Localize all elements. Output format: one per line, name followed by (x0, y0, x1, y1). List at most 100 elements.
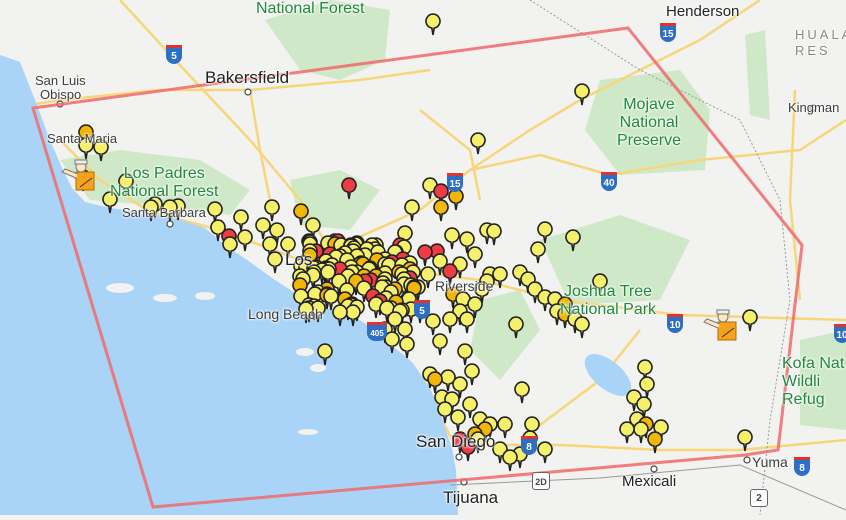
map-marker-icon-yellow[interactable] (467, 296, 483, 319)
map-marker-icon-yellow[interactable] (222, 236, 238, 259)
map-marker-icon-yellow[interactable] (323, 288, 339, 311)
map-marker-icon-yellow[interactable] (233, 209, 249, 232)
map-marker-icon-yellow[interactable] (457, 343, 473, 366)
map-marker-icon-yellow[interactable] (502, 449, 518, 472)
map-marker-icon-yellow[interactable] (467, 246, 483, 269)
map-marker-icon-yellow[interactable] (162, 199, 178, 222)
map-marker-icon-yellow[interactable] (508, 316, 524, 339)
map-marker-icon-yellow[interactable] (574, 83, 590, 106)
park-label: National Forest (256, 0, 365, 17)
map-marker-icon-yellow[interactable] (742, 309, 758, 332)
map-marker-icon-yellow[interactable] (425, 313, 441, 336)
map-marker-icon-yellow[interactable] (442, 311, 458, 334)
map-marker-icon-yellow[interactable] (397, 321, 413, 344)
map-marker-icon-yellow[interactable] (619, 421, 635, 444)
park-label: Preserve (617, 132, 682, 149)
traffic-officer-icon[interactable] (703, 309, 737, 341)
map-marker-icon-yellow[interactable] (574, 316, 590, 339)
map-marker-icon-red[interactable] (433, 183, 449, 206)
map-marker-icon-orange[interactable] (78, 124, 94, 147)
road (329, 118, 846, 252)
map-marker-icon-red[interactable] (460, 439, 476, 462)
map-marker-icon-yellow[interactable] (437, 401, 453, 424)
map-marker-icon-yellow[interactable] (636, 396, 652, 419)
map-marker-icon-red[interactable] (341, 177, 357, 200)
map-marker-icon-yellow[interactable] (432, 333, 448, 356)
park-label: Wildli (782, 373, 821, 390)
city-label-kingman: Kingman (788, 100, 840, 115)
park-label-joshua-tree: Joshua Tree National Park (560, 283, 656, 319)
map-marker-icon-yellow[interactable] (255, 217, 271, 240)
map-marker-icon-yellow[interactable] (514, 381, 530, 404)
map-marker-icon-orange[interactable] (647, 431, 663, 454)
region-boundary (31, 26, 804, 509)
map-marker-icon-yellow[interactable] (93, 139, 109, 162)
map-marker-icon-yellow[interactable] (384, 331, 400, 354)
island (106, 283, 134, 293)
map-marker-icon-yellow[interactable] (633, 421, 649, 444)
map-marker-icon-yellow[interactable] (78, 137, 94, 160)
park-area (745, 30, 770, 120)
map-marker-icon-red[interactable] (442, 263, 458, 286)
map-marker-icon-yellow[interactable] (737, 429, 753, 452)
map-marker-icon-yellow[interactable] (298, 301, 314, 324)
interstate-8-shield: 8 (794, 457, 810, 476)
map-marker-icon-yellow[interactable] (537, 441, 553, 464)
city-label-bakersfield: Bakersfield (205, 68, 290, 87)
map-marker-icon-yellow[interactable] (264, 199, 280, 222)
park-area (800, 330, 846, 430)
map-marker-icon-yellow[interactable] (639, 376, 655, 399)
city-label-tijuana: Tijuana (443, 488, 499, 507)
map-marker-icon-yellow[interactable] (537, 221, 553, 244)
map-marker-icon-yellow[interactable] (452, 376, 468, 399)
park-label: Refug (782, 391, 825, 408)
map-marker-icon-yellow[interactable] (444, 227, 460, 250)
map-marker-icon-yellow[interactable] (404, 199, 420, 222)
map-marker-icon-yellow[interactable] (492, 266, 508, 289)
map-marker-icon-yellow[interactable] (497, 416, 513, 439)
map-marker-icon-yellow[interactable] (305, 217, 321, 240)
map-marker-icon-yellow[interactable] (102, 191, 118, 214)
map-marker-icon-yellow[interactable] (332, 304, 348, 327)
map-marker-icon-yellow[interactable] (464, 363, 480, 386)
map-marker-icon-yellow[interactable] (420, 266, 436, 289)
map-marker-icon-yellow[interactable] (345, 304, 361, 327)
map-marker-icon-orange[interactable] (427, 371, 443, 394)
map-marker-icon-yellow[interactable] (459, 311, 475, 334)
map-marker-icon-yellow[interactable] (474, 281, 490, 304)
map-marker-icon-yellow[interactable] (470, 132, 486, 155)
park-label: Los Padres (123, 165, 205, 182)
map-marker-icon-orange[interactable] (433, 199, 449, 222)
map-marker-icon-orange[interactable] (293, 203, 309, 226)
map-marker-icon-yellow[interactable] (280, 236, 296, 259)
map-marker-icon-yellow[interactable] (317, 343, 333, 366)
map-marker-icon-yellow[interactable] (530, 241, 546, 264)
map-marker-icon-yellow[interactable] (237, 229, 253, 252)
map-marker-icon-yellow[interactable] (269, 222, 285, 245)
map-marker-icon-yellow[interactable] (440, 369, 456, 392)
mexico-highway-2d-shield: 2D (532, 472, 550, 490)
map-marker-icon-red[interactable] (417, 244, 433, 267)
map-marker-icon-yellow[interactable] (118, 173, 134, 196)
map-marker-icon-yellow[interactable] (262, 236, 278, 259)
map-marker-icon-yellow[interactable] (425, 13, 441, 36)
map-marker-icon-yellow[interactable] (565, 229, 581, 252)
map-marker-icon-yellow[interactable] (592, 273, 608, 296)
map-marker-icon-yellow[interactable] (524, 416, 540, 439)
interstate-405-shield: 405 (367, 322, 387, 341)
island (153, 294, 177, 302)
map-marker-icon-yellow[interactable] (143, 199, 159, 222)
map-marker-icon-yellow[interactable] (459, 231, 475, 254)
map-marker-icon-yellow[interactable] (450, 409, 466, 432)
map-marker-icon-yellow[interactable] (462, 396, 478, 419)
map-marker-icon-yellow[interactable] (310, 300, 326, 323)
interstate-15-shield: 15 (660, 23, 676, 42)
map-marker-icon-yellow[interactable] (267, 251, 283, 274)
map-marker-icon-yellow[interactable] (207, 201, 223, 224)
traffic-officer-icon[interactable] (61, 159, 95, 191)
map-marker-icon-yellow[interactable] (486, 223, 502, 246)
park-label-hualapai: HUALARES (795, 27, 846, 59)
map-marker-icon-yellow[interactable] (637, 359, 653, 382)
map-marker-icon-yellow[interactable] (399, 336, 415, 359)
